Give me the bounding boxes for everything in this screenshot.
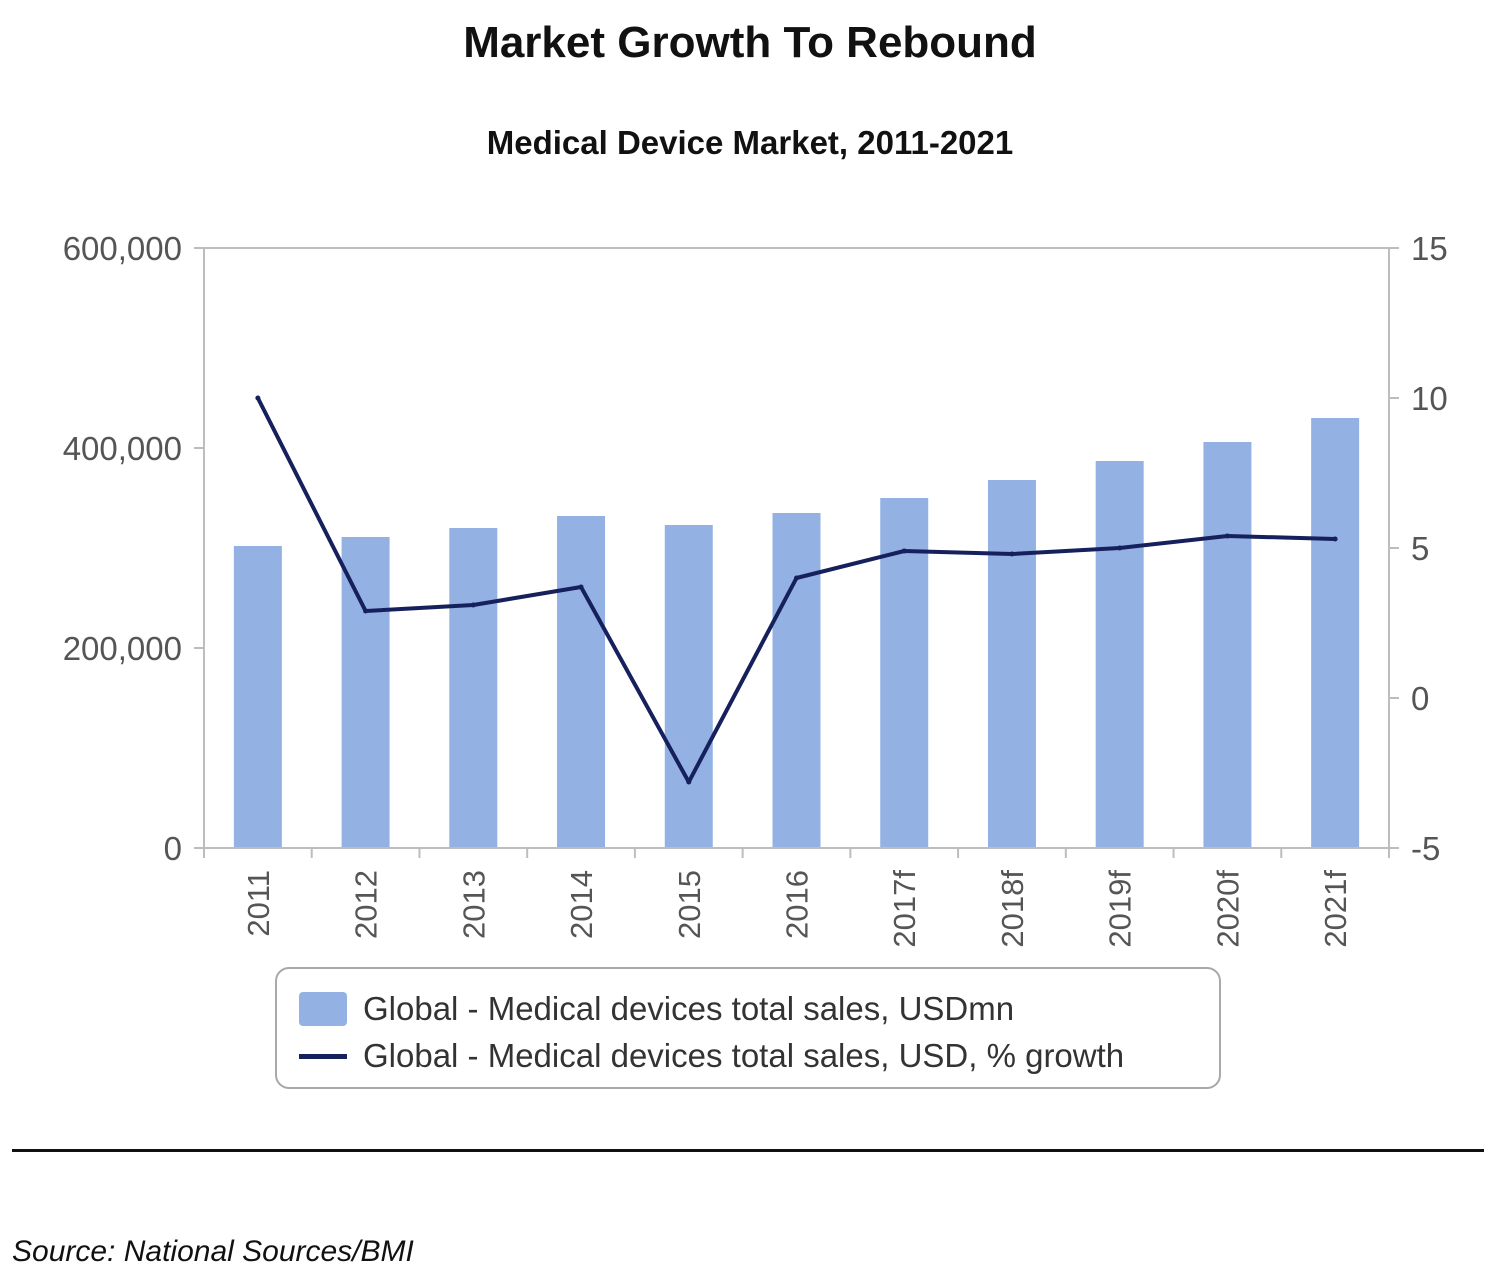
right-tick-label: 10 — [1411, 380, 1448, 417]
x-tick-label-2017f: 2017f — [887, 870, 922, 948]
x-tick-label-2020f: 2020f — [1210, 870, 1245, 948]
bar-2016 — [772, 513, 821, 848]
bar-2020f — [1203, 442, 1252, 848]
bar-2014 — [557, 516, 606, 848]
bar-2011 — [233, 546, 282, 848]
growth-point-2017f — [901, 548, 907, 554]
left-tick-label: 200,000 — [63, 630, 182, 667]
bar-2021f — [1311, 418, 1360, 848]
source-note: Source: National Sources/BMI — [12, 1235, 414, 1268]
growth-point-2016 — [794, 575, 799, 581]
x-tick-label-2013: 2013 — [456, 870, 491, 939]
left-tick-label: 600,000 — [63, 230, 182, 267]
chart-title: Market Growth To Rebound — [463, 18, 1037, 67]
growth-point-2014 — [578, 584, 584, 590]
x-tick-label-2012: 2012 — [349, 870, 384, 939]
growth-point-2021f — [1332, 536, 1338, 542]
growth-point-2018f — [1009, 551, 1015, 557]
bar-2012 — [341, 537, 390, 848]
x-tick-label-2018f: 2018f — [995, 870, 1030, 948]
legend-label-sales: Global - Medical devices total sales, US… — [363, 990, 1015, 1027]
x-tick-label-2011: 2011 — [241, 870, 276, 937]
growth-point-2015 — [686, 779, 692, 785]
right-tick-label: 5 — [1411, 530, 1429, 567]
legend-label-growth: Global - Medical devices total sales, US… — [363, 1037, 1125, 1074]
chart-subtitle: Medical Device Market, 2011-2021 — [486, 124, 1014, 161]
x-tick-label-2015: 2015 — [672, 870, 707, 939]
growth-point-2012 — [363, 608, 369, 614]
bar-2013 — [449, 528, 498, 848]
bar-2018f — [987, 480, 1036, 848]
left-tick-label: 400,000 — [63, 430, 182, 467]
right-tick-label: 0 — [1411, 680, 1429, 717]
growth-point-2019f — [1117, 545, 1123, 551]
right-tick-label: 15 — [1411, 230, 1448, 267]
combo-chart: 0 200,000 400,000 600,000 -5 0 5 10 15 2011 2012 20… — [63, 230, 1448, 948]
legend-item-sales: Global - Medical devices total sales, US… — [299, 989, 1014, 1029]
legend-item-growth: Global - Medical devices total sales, US… — [299, 1036, 1124, 1076]
chart-legend: Global - Medical devices total sales, US… — [275, 967, 1221, 1089]
growth-point-2020f — [1224, 533, 1230, 539]
x-tick-label-2014: 2014 — [564, 870, 599, 939]
x-tick-label-2016: 2016 — [780, 870, 815, 939]
x-tick-label-2019f: 2019f — [1103, 870, 1138, 948]
growth-point-2013 — [470, 602, 476, 608]
bar-2019f — [1095, 461, 1144, 848]
x-tick-label-2021f: 2021f — [1318, 870, 1353, 948]
growth-point-2011 — [255, 395, 261, 401]
legend-line-swatch — [299, 1053, 347, 1059]
left-tick-label: 0 — [164, 830, 182, 867]
bar-2015 — [664, 525, 713, 848]
legend-bar-swatch — [299, 992, 347, 1026]
divider-rule — [12, 1149, 1484, 1152]
right-tick-label: -5 — [1411, 830, 1440, 867]
